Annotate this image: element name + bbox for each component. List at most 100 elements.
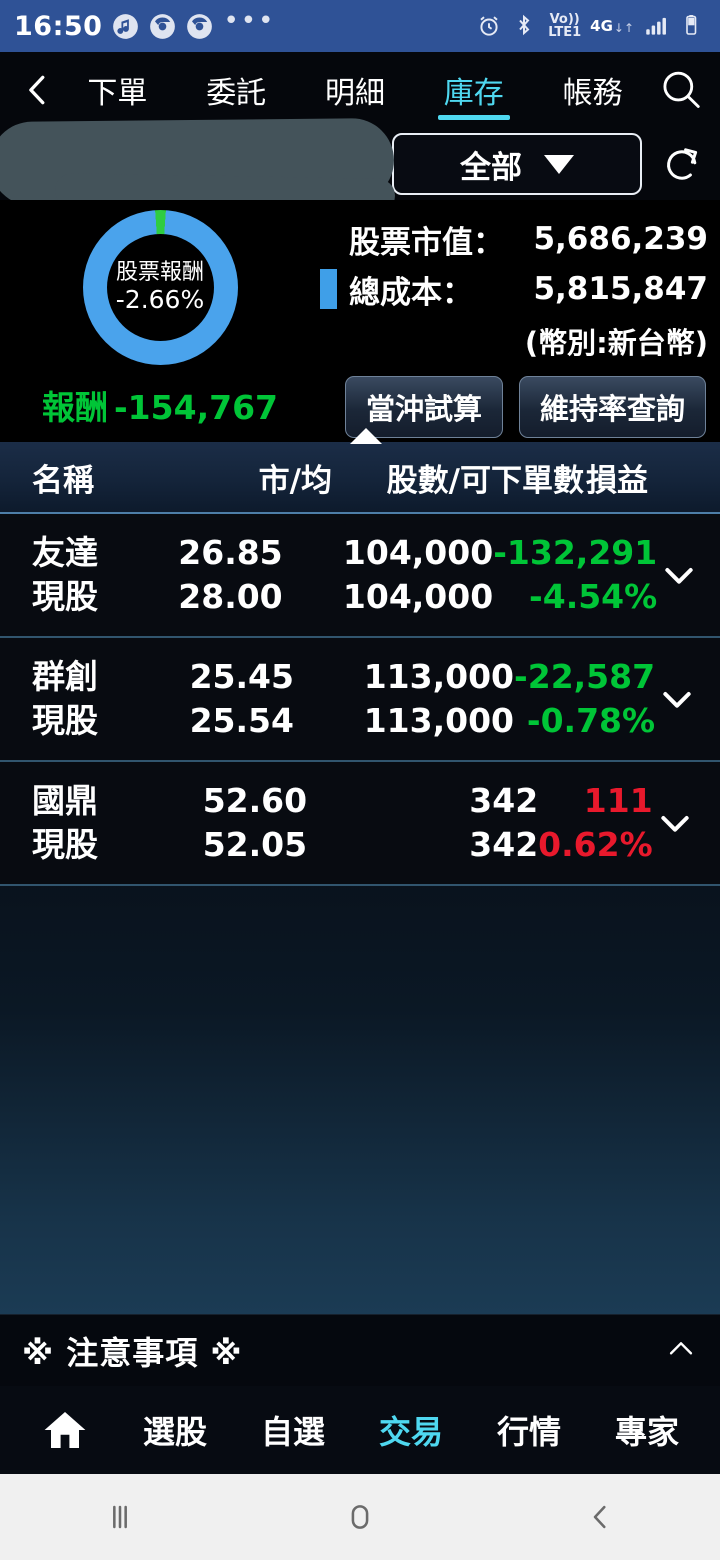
available-shares: 113,000 (363, 701, 515, 740)
row-pl-cell: -132,291 -4.54% (493, 514, 659, 636)
music-note-icon (112, 13, 139, 40)
row-shares-cell: 342 342 (307, 762, 538, 884)
stock-name: 友達 (32, 533, 98, 573)
refresh-button[interactable] (652, 140, 712, 188)
stock-type: 現股 (32, 825, 98, 864)
notice-expand-button[interactable] (664, 1332, 698, 1370)
shares: 342 (469, 781, 539, 821)
search-button[interactable] (652, 67, 710, 113)
header-tab-list: 下單 委託 明細 庫存 帳務 (58, 52, 652, 128)
filter-dropdown-value: 全部 (460, 149, 522, 186)
table-row[interactable]: 友達 現股 26.85 28.00 104,000 104,000 -132,2… (0, 514, 720, 638)
bottom-nav-trade[interactable]: 交易 (378, 1413, 443, 1451)
android-back-button[interactable] (583, 1500, 617, 1534)
bottom-nav-stock-pick[interactable]: 選股 (142, 1413, 207, 1451)
total-return: 報酬 -154,767 (42, 381, 278, 429)
chrome-icon (149, 13, 176, 40)
chevron-left-icon (29, 75, 45, 105)
home-circle-icon (351, 1505, 369, 1529)
volte-top: Vo)) (549, 12, 580, 27)
notice-bar[interactable]: ※ 注意事項 ※ (0, 1314, 720, 1386)
header-nav: 下單 委託 明細 庫存 帳務 (0, 52, 720, 128)
filter-dropdown[interactable]: 全部 (392, 133, 642, 195)
row-expand-button[interactable] (659, 514, 706, 636)
donut-center-label: 股票報酬 (115, 260, 204, 286)
available-shares: 104,000 (342, 577, 494, 616)
account-selector[interactable] (0, 117, 396, 213)
search-icon (663, 71, 700, 108)
table-row[interactable]: 群創 現股 25.45 25.54 113,000 113,000 -22,58… (0, 638, 720, 762)
android-home-button[interactable] (343, 1500, 377, 1534)
total-cost-row: 總成本： 5,815,847 (320, 264, 708, 314)
row-shares-cell: 104,000 104,000 (283, 514, 494, 636)
stock-name: 群創 (32, 657, 98, 697)
shares: 113,000 (363, 657, 515, 697)
recents-icon (113, 1505, 127, 1529)
overflow-dots-icon: ••• (223, 6, 276, 36)
currency-note: (幣別:新台幣) (524, 326, 708, 360)
bottom-nav-experts[interactable]: 專家 (614, 1413, 679, 1451)
chrome-icon (186, 13, 213, 40)
back-button[interactable] (18, 71, 58, 109)
holdings-table-body[interactable]: 友達 現股 26.85 28.00 104,000 104,000 -132,2… (0, 514, 720, 1314)
status-bar-right: Vo)) LTE1 4G ↓↑ (476, 13, 706, 40)
daytrade-calc-button[interactable]: 當沖試算 (344, 376, 503, 438)
row-expand-button[interactable] (655, 762, 706, 884)
signal-icon (643, 13, 670, 40)
android-recents-button[interactable] (103, 1500, 137, 1534)
avg-price: 28.00 (178, 577, 283, 616)
market-value-amount: 5,686,239 (533, 221, 708, 257)
column-header-price: 市/均 (258, 462, 332, 499)
summary-pointer-indicator (350, 428, 382, 444)
chevron-down-icon (663, 692, 691, 708)
row-name-cell: 群創 現股 (14, 638, 163, 760)
home-icon (44, 1412, 86, 1448)
back-chevron-icon (593, 1505, 606, 1529)
bottom-nav-quotes[interactable]: 行情 (496, 1413, 561, 1451)
chevron-down-icon (665, 568, 693, 584)
column-header-shares: 股數/可下單數 (386, 462, 584, 499)
row-name-cell: 國鼎 現股 (14, 762, 170, 884)
row-price-cell: 25.45 25.54 (163, 638, 294, 760)
status-bar-left: 16:50 ••• (14, 6, 276, 42)
pl-percent: -0.78% (526, 701, 656, 740)
return-chart-area: 股票報酬 -2.66% 報酬 -154,767 (0, 204, 320, 442)
donut-center-value: -2.66% (115, 284, 205, 314)
data-arrows: ↓↑ (613, 20, 634, 35)
total-return-label: 報酬 (41, 388, 108, 427)
row-price-cell: 26.85 28.00 (157, 514, 282, 636)
row-pl-cell: 111 0.62% (538, 762, 655, 884)
available-shares: 342 (469, 825, 539, 864)
column-header-pl: 損益 (586, 462, 648, 499)
bottom-nav: 選股 自選 交易 行情 專家 (0, 1386, 720, 1474)
account-bar: 全部 (0, 117, 720, 213)
bottom-nav-home[interactable] (41, 1406, 89, 1454)
caret-down-icon (544, 154, 574, 174)
tab-detail[interactable]: 明細 (324, 76, 385, 111)
tab-entrust[interactable]: 委託 (206, 76, 267, 111)
row-name-cell: 友達 現股 (14, 514, 157, 636)
table-row[interactable]: 國鼎 現股 52.60 52.05 342 342 111 0.62% (0, 762, 720, 886)
maintenance-ratio-button[interactable]: 維持率查詢 (518, 376, 706, 438)
notice-label: ※ 注意事項 ※ (22, 1333, 243, 1372)
status-time: 16:50 (14, 10, 103, 42)
row-expand-button[interactable] (657, 638, 706, 760)
summary-figures: 股票市值： 5,686,239 總成本： 5,815,847 (幣別:新台幣) … (320, 204, 720, 442)
tab-inventory[interactable]: 庫存 (437, 52, 510, 128)
volte-bottom: LTE1 (548, 25, 582, 40)
market-value-swatch (320, 219, 337, 259)
total-cost-swatch (320, 269, 337, 309)
summary-buttons: 當沖試算 維持率查詢 (320, 376, 708, 438)
total-cost-label: 總成本： (349, 274, 473, 311)
tab-order[interactable]: 下單 (87, 76, 148, 111)
android-navigation-bar (0, 1474, 720, 1560)
bluetooth-icon (512, 13, 539, 40)
market-value-row: 股票市值： 5,686,239 (320, 214, 708, 264)
stock-name: 國鼎 (32, 781, 98, 821)
tab-account[interactable]: 帳務 (562, 76, 623, 111)
market-price: 52.60 (202, 781, 308, 821)
battery-icon (679, 13, 706, 40)
bottom-nav-watchlist[interactable]: 自選 (260, 1413, 325, 1451)
market-price: 25.45 (189, 657, 294, 697)
avg-price: 52.05 (202, 825, 308, 864)
